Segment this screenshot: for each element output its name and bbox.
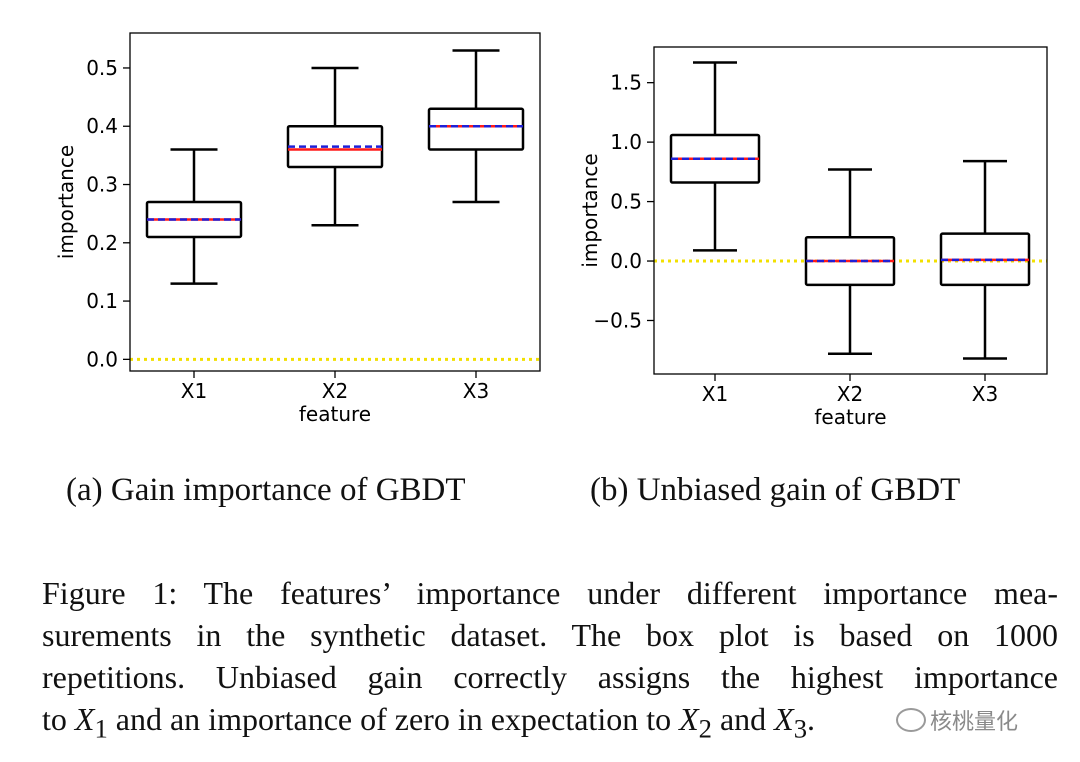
subscript: 1 <box>94 713 108 744</box>
panel-b-y-tick-label: −0.5 <box>593 308 642 332</box>
var-x: X <box>679 701 699 737</box>
caption-line-1: Figure 1: The features’ importance under… <box>42 575 1058 611</box>
watermark: 核桃量化 <box>896 704 1018 736</box>
caption-text: . <box>807 701 816 737</box>
panel-a-x-tick-label: X1 <box>181 379 207 403</box>
panel-b-y-tick-label: 0.5 <box>610 190 642 214</box>
panel-a-y-tick-label: 0.1 <box>86 289 118 313</box>
panel-b-x-tick-label: X1 <box>702 382 728 406</box>
var-x: X <box>774 701 794 737</box>
figure-canvas: 0.0 0.1 0.2 0.3 0.4 0.5 X1 X2 X3 feature importanc… <box>54 32 1048 429</box>
subcaption-b: (b) Unbiased gain of GBDT <box>590 472 961 508</box>
panel-b-plot-frame <box>653 46 1048 375</box>
panel-b-y-tick-label: 1.5 <box>610 71 642 95</box>
caption-line-4: to X1 and an importance of zero in expec… <box>42 698 1058 749</box>
panel-a-box-x3 <box>427 107 525 151</box>
panel-a-y-tick-label: 0.2 <box>86 231 118 255</box>
watermark-text: 核桃量化 <box>930 710 1019 735</box>
panel-b-y-tick-label: 0.0 <box>610 249 642 273</box>
panel-a-y-tick-label: 0.3 <box>86 173 118 197</box>
subcaption-a: (a) Gain importance of GBDT <box>66 472 466 508</box>
panel-a-plot-frame <box>129 32 541 372</box>
caption-line-3: repetitions. Unbiased gain correctly ass… <box>42 659 1058 695</box>
panel-a-x-tick-label: X2 <box>322 379 348 403</box>
var-x: X <box>74 701 95 737</box>
subscript: 3 <box>793 713 808 744</box>
panel-a-y-axis-label: importance <box>54 145 78 259</box>
caption-text: to <box>42 701 67 737</box>
figure-caption: Figure 1: The features’ importance under… <box>42 572 1058 749</box>
wechat-icon <box>896 708 926 732</box>
panel-a-x-axis-label: feature <box>299 402 371 426</box>
panel-a-x-tick-label: X3 <box>463 379 489 403</box>
panel-b-y-axis-label: importance <box>578 153 602 267</box>
caption-line-2: surements in the synthetic dataset. The … <box>42 617 1058 653</box>
panel-a-y-tick-label: 0.0 <box>86 347 118 371</box>
caption-text: and <box>719 701 767 737</box>
panel-b-x-tick-label: X3 <box>972 382 998 406</box>
subscript: 2 <box>698 713 712 744</box>
panel-a-y-tick-label: 0.5 <box>86 56 118 80</box>
caption-text: and an importance of zero in expectation… <box>115 701 672 737</box>
panel-a-y-tick-label: 0.4 <box>86 114 118 138</box>
panel-b-x-tick-label: X2 <box>837 382 863 406</box>
panel-b-x-axis-label: feature <box>814 405 886 429</box>
panel-b-y-tick-label: 1.0 <box>610 130 642 154</box>
